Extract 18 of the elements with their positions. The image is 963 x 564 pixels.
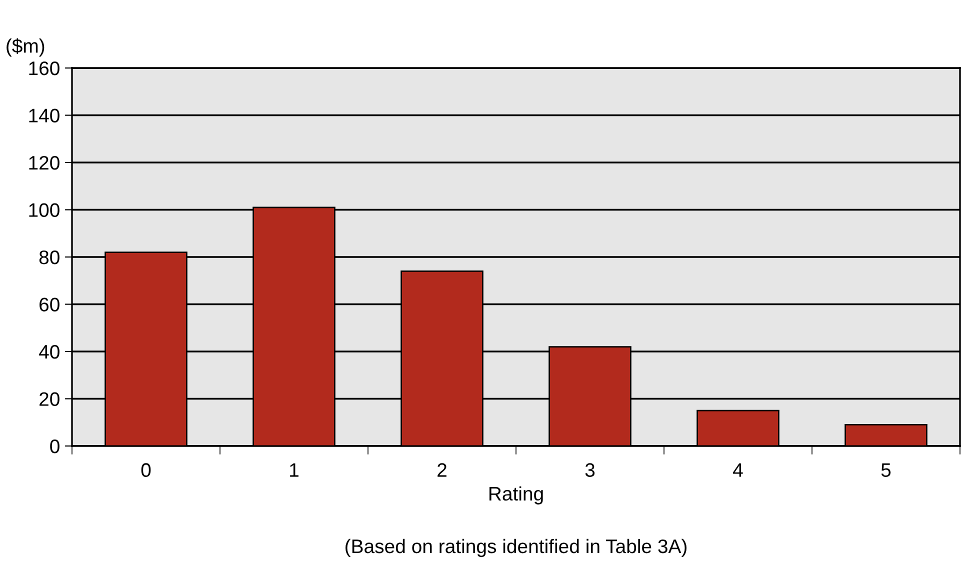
x-tick-label: 1 (290, 463, 298, 477)
y-tick-label: 120 (29, 156, 60, 170)
x-tick-label: 2 (438, 463, 446, 477)
text: (Based on ratings identified in Table 3A) (346, 538, 686, 558)
y-tick-label: 160 (29, 61, 60, 76)
y-tick-label: 140 (29, 108, 60, 122)
y-tick-label: 100 (29, 203, 60, 217)
y-tick-label: 0 (50, 439, 60, 454)
y-axis-title: ($m) (6, 38, 44, 57)
x-tick-label: 0 (141, 463, 151, 477)
x-tick-label: 3 (585, 463, 595, 477)
x-tick-label: 4 (733, 463, 743, 477)
y-tick-label: 40 (39, 344, 60, 359)
x-tick-label: 5 (881, 463, 891, 477)
x-axis-title: Rating (489, 486, 543, 504)
y-tick-label: 80 (39, 250, 60, 264)
y-tick-label: 20 (40, 392, 60, 406)
y-tick-label: 60 (40, 298, 60, 312)
